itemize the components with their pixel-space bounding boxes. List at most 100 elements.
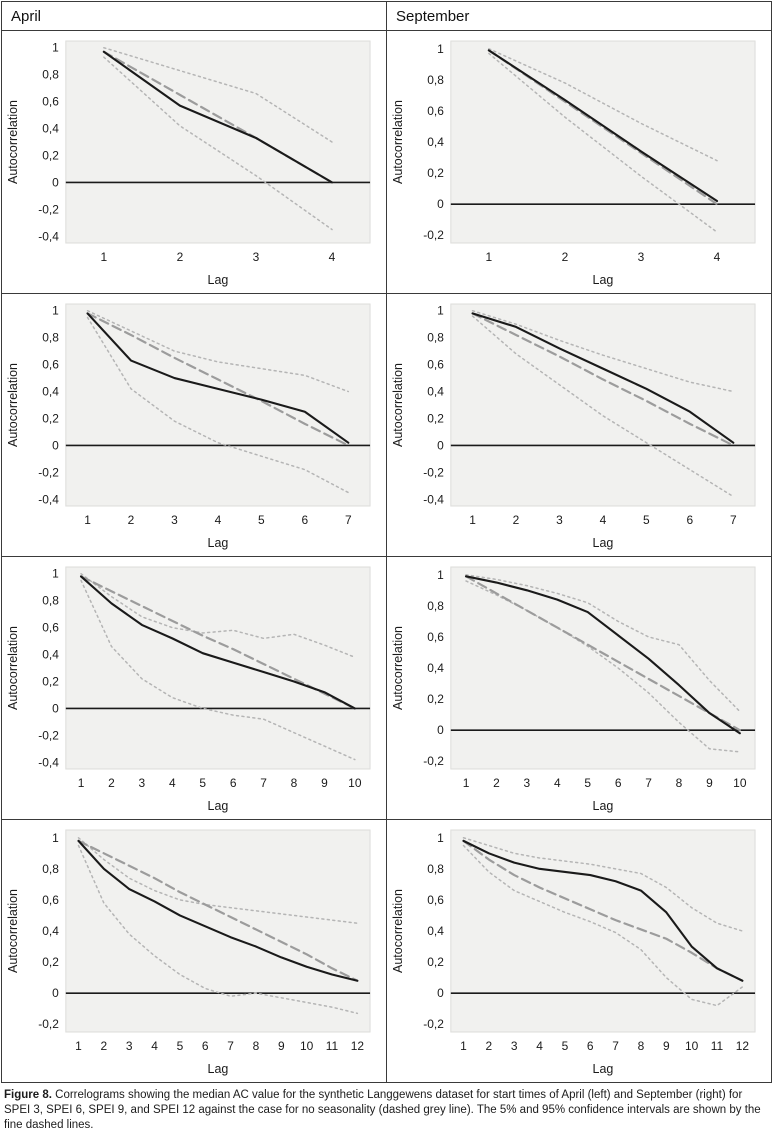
correlogram-spei-9-september: 1 0,8 0,6 0,4 0,2 0 -0,2 1 2 3 4 5 6 7 8 9 10 Lag Autocorr… bbox=[391, 566, 756, 813]
x-axis-title: Lag bbox=[208, 273, 229, 287]
x-tick-label: 1 bbox=[75, 1039, 82, 1053]
correlogram-spei-6-april: 1 0,8 0,6 0,4 0,2 0 -0,2 -0,4 1 2 3 4 5 6 7 Lag Autocorr… bbox=[6, 303, 371, 550]
5-ci-line bbox=[465, 580, 741, 753]
y-tick-label: -0,2 bbox=[38, 728, 59, 742]
x-tick-label: 12 bbox=[351, 1039, 365, 1053]
y-tick-label: -0,2 bbox=[38, 465, 59, 479]
95-ci-line bbox=[488, 48, 718, 162]
column-header-september: September bbox=[387, 2, 771, 30]
median-ac-line bbox=[464, 575, 741, 735]
y-tick-label: 1 bbox=[437, 42, 444, 56]
plot-area bbox=[450, 303, 756, 507]
x-tick-label: 5 bbox=[562, 1039, 569, 1053]
plot-area bbox=[450, 40, 756, 244]
y-tick-label: -0,2 bbox=[38, 202, 59, 216]
x-tick-label: 3 bbox=[139, 776, 146, 790]
y-tick-label: -0,4 bbox=[423, 492, 444, 506]
plot-area bbox=[450, 829, 756, 1033]
correlogram-spei-3-april: 1 0,8 0,6 0,4 0,2 0 -0,2 -0,4 1 2 3 4 Lag Autocorrela… bbox=[6, 40, 371, 287]
y-tick-label: 1 bbox=[437, 568, 444, 582]
y-axis-title: Autocorrelation bbox=[391, 626, 405, 710]
no-seasonality-line bbox=[86, 312, 350, 447]
y-tick-label: 0 bbox=[52, 438, 59, 452]
x-tick-label: 8 bbox=[253, 1039, 260, 1053]
y-tick-label: 0 bbox=[437, 986, 444, 1000]
y-tick-label: -0,2 bbox=[423, 465, 444, 479]
chart-spei3-april: 1 0,8 0,6 0,4 0,2 0 -0,2 -0,4 1 2 3 4 Lag Autocorrela… bbox=[2, 31, 386, 293]
x-tick-label: 8 bbox=[676, 776, 683, 790]
x-tick-label: 9 bbox=[706, 776, 713, 790]
y-tick-label: 0,8 bbox=[427, 331, 444, 345]
y-axis-title: Autocorrelation bbox=[391, 100, 405, 184]
no-seasonality-line bbox=[471, 312, 735, 447]
5-ci-line bbox=[462, 844, 744, 1007]
y-tick-label: 0,8 bbox=[42, 331, 59, 345]
x-tick-label: 6 bbox=[687, 513, 694, 527]
x-axis-title: Lag bbox=[593, 273, 614, 287]
y-tick-label: 0,4 bbox=[427, 924, 444, 938]
x-tick-label: 1 bbox=[84, 513, 91, 527]
chart-spei6-april: 1 0,8 0,6 0,4 0,2 0 -0,2 -0,4 1 2 3 4 5 6 7 Lag Autocorr… bbox=[2, 294, 386, 556]
x-tick-label: 10 bbox=[300, 1039, 314, 1053]
x-tick-label: 2 bbox=[513, 513, 520, 527]
chart-spei12-april: 1 0,8 0,6 0,4 0,2 0 -0,2 1 2 3 4 5 6 7 8 9 10 11 12 Lag Auto… bbox=[2, 820, 386, 1082]
x-tick-label: 8 bbox=[638, 1039, 645, 1053]
x-tick-label: 5 bbox=[199, 776, 206, 790]
x-tick-label: 2 bbox=[177, 250, 184, 264]
x-tick-label: 9 bbox=[321, 776, 328, 790]
x-axis-title: Lag bbox=[208, 536, 229, 550]
y-axis-title: Autocorrelation bbox=[6, 626, 20, 710]
x-tick-label: 3 bbox=[171, 513, 178, 527]
y-tick-label: 0,4 bbox=[427, 135, 444, 149]
correlogram-spei-12-september: 10,80,60,40,20-0,21 2 3 4 5 6 7 8 9 10 11 12LagAuto… bbox=[391, 829, 756, 1076]
chart-spei3-september: 1 0,8 0,6 0,4 0,2 0 -0,2 1 2 3 4 Lag Autocorrelation bbox=[387, 31, 771, 293]
y-tick-label: 0,6 bbox=[427, 630, 444, 644]
median-ac-line bbox=[77, 839, 359, 982]
x-tick-label: 4 bbox=[151, 1039, 158, 1053]
y-tick-label: 0,8 bbox=[427, 862, 444, 876]
5-ci-line bbox=[103, 56, 333, 231]
y-tick-label: 0,4 bbox=[427, 385, 444, 399]
y-tick-label: 0 bbox=[437, 438, 444, 452]
x-tick-label: 7 bbox=[345, 513, 352, 527]
y-tick-label: -0,4 bbox=[38, 492, 59, 506]
x-tick-label: 4 bbox=[536, 1039, 543, 1053]
y-tick-label: 0,2 bbox=[427, 166, 444, 180]
y-tick-label: 0 bbox=[52, 175, 59, 189]
x-tick-label: 5 bbox=[258, 513, 265, 527]
x-tick-label: 6 bbox=[302, 513, 309, 527]
x-tick-label: 1 bbox=[78, 776, 85, 790]
x-tick-label: 2 bbox=[486, 1039, 493, 1053]
x-tick-label: 9 bbox=[663, 1039, 670, 1053]
y-tick-label: 0 bbox=[52, 986, 59, 1000]
y-tick-label: -0,2 bbox=[423, 228, 444, 242]
column-header-april-label: April bbox=[11, 7, 42, 25]
y-tick-label: 0,8 bbox=[42, 68, 59, 82]
figure-caption-label: Figure 8. bbox=[4, 1089, 52, 1101]
95-ci-line bbox=[471, 309, 735, 393]
y-tick-label: 0,8 bbox=[42, 862, 59, 876]
y-tick-label: 0,4 bbox=[42, 924, 59, 938]
x-axis-title: Lag bbox=[208, 1062, 229, 1076]
no-seasonality-line bbox=[462, 839, 744, 982]
y-tick-label: -0,2 bbox=[423, 1017, 444, 1031]
y-tick-label: 1 bbox=[52, 567, 59, 581]
median-ac-line bbox=[462, 839, 744, 982]
y-tick-label: 0,4 bbox=[42, 648, 59, 662]
figure-caption-text: Correlograms showing the median AC value… bbox=[4, 1089, 761, 1132]
x-tick-label: 4 bbox=[169, 776, 176, 790]
x-axis-title: Lag bbox=[208, 799, 229, 813]
x-tick-label: 9 bbox=[278, 1039, 285, 1053]
x-tick-label: 5 bbox=[643, 513, 650, 527]
correlogram-grid: April September 1 0,8 0,6 0,4 0,2 0 -0,2 -0,4 1 2… bbox=[1, 1, 772, 1083]
y-tick-label: 0,4 bbox=[427, 661, 444, 675]
x-tick-label: 11 bbox=[711, 1039, 724, 1053]
5-ci-line bbox=[77, 844, 359, 1015]
x-tick-label: 6 bbox=[230, 776, 237, 790]
y-axis-title: Autocorrelation bbox=[6, 100, 20, 184]
x-tick-label: 4 bbox=[554, 776, 561, 790]
x-tick-label: 11 bbox=[326, 1039, 339, 1053]
x-tick-label: 1 bbox=[463, 776, 470, 790]
x-tick-label: 4 bbox=[215, 513, 222, 527]
y-tick-label: 0,6 bbox=[42, 621, 59, 635]
